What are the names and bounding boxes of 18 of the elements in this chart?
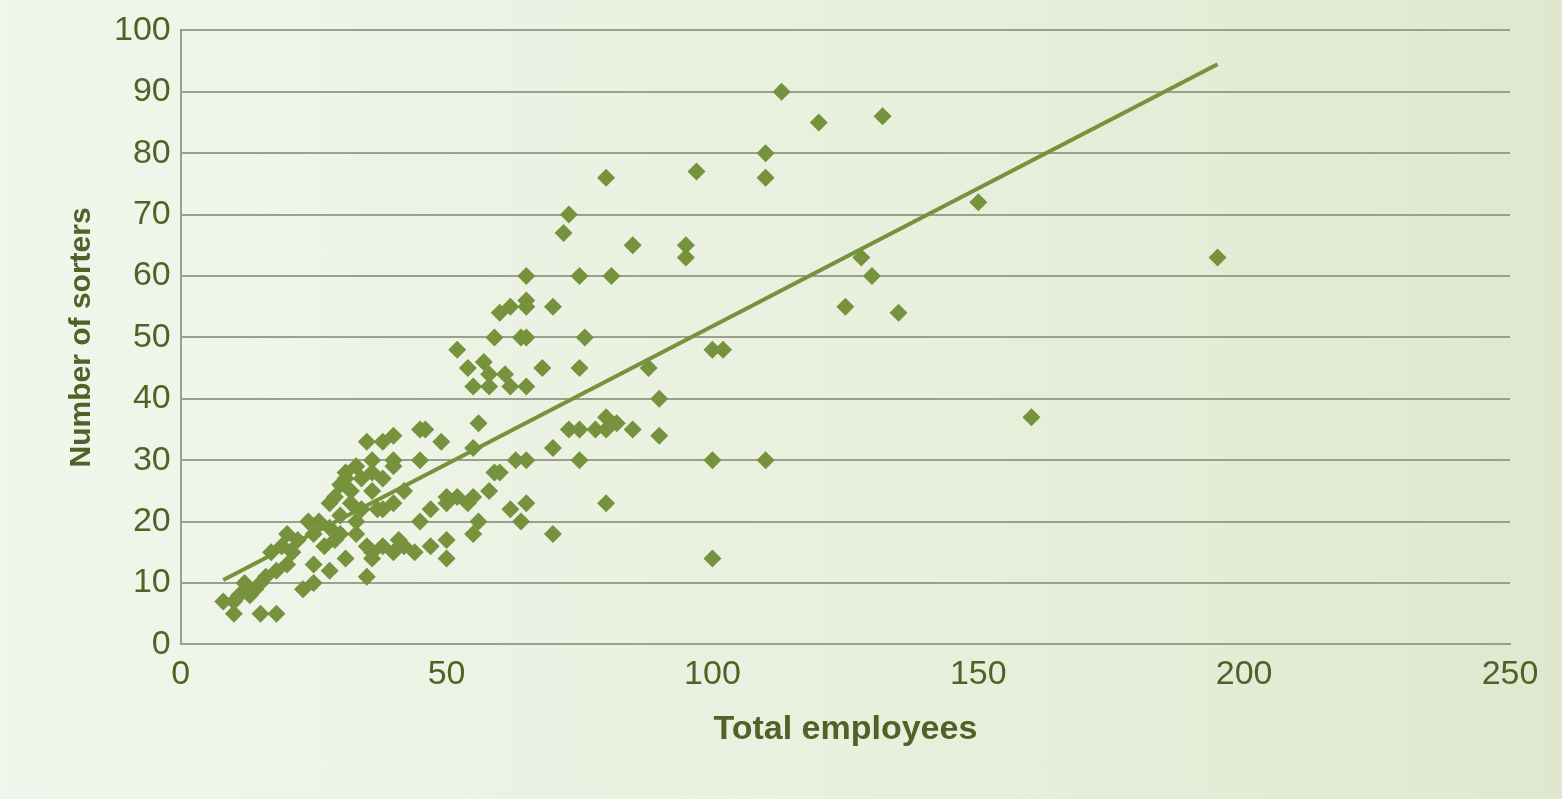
x-tick-label: 100 (684, 653, 741, 692)
y-tick-label: 10 (132, 561, 171, 600)
x-tick-label: 250 (1481, 653, 1539, 692)
x-tick-label: 200 (1215, 653, 1273, 692)
y-tick-label: 50 (132, 315, 171, 354)
y-tick-label: 0 (151, 622, 171, 661)
y-tick-label: 90 (132, 70, 171, 109)
x-axis-title: Total employees (713, 707, 978, 746)
y-axis-title: Number of sorters (63, 207, 97, 468)
y-tick-label: 100 (113, 8, 171, 47)
y-tick-label: 30 (132, 438, 171, 477)
y-tick-label: 60 (132, 254, 171, 293)
y-tick-label: 40 (132, 377, 171, 416)
y-tick-label: 20 (132, 499, 171, 538)
y-tick-label: 80 (132, 131, 171, 170)
x-tick-label: 150 (949, 653, 1007, 692)
x-tick-label: 50 (427, 653, 466, 692)
y-tick-label: 70 (132, 192, 171, 231)
